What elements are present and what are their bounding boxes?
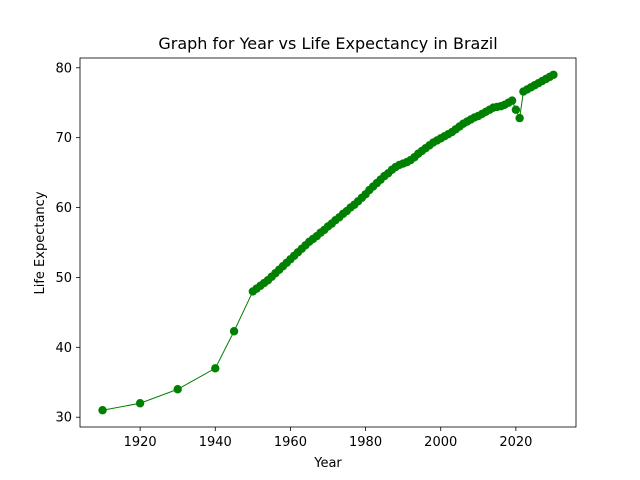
y-axis-label: Life Expectancy — [33, 191, 48, 294]
y-tick-label: 60 — [55, 201, 72, 216]
x-axis-label: Year — [313, 456, 342, 471]
y-tick-label: 80 — [55, 61, 72, 76]
data-point — [211, 364, 220, 373]
data-point — [229, 327, 239, 336]
data-point — [515, 113, 524, 123]
y-tick-label: 30 — [55, 411, 72, 426]
y-tick-label: 40 — [55, 341, 72, 356]
data-point — [173, 385, 182, 394]
chart-title: Graph for Year vs Life Expectancy in Bra… — [158, 34, 497, 53]
x-tick-label: 1980 — [349, 435, 382, 450]
data-point — [135, 399, 145, 408]
y-tick-label: 70 — [55, 131, 72, 146]
data-point — [511, 105, 521, 114]
y-tick-label: 50 — [55, 271, 72, 286]
x-tick-label: 1920 — [124, 435, 157, 450]
x-tick-label: 2000 — [424, 435, 457, 450]
data-point — [507, 96, 517, 105]
x-tick-label: 1940 — [199, 435, 232, 450]
x-tick-label: 2020 — [499, 435, 532, 450]
plot-frame — [79, 57, 577, 428]
plot-area: 1920 1940 1960 1980 2000 2020 30 40 50 60 70 80 — [55, 57, 577, 450]
data-point — [549, 70, 558, 79]
x-tick-label: 1960 — [274, 435, 307, 450]
data-point — [98, 406, 107, 415]
